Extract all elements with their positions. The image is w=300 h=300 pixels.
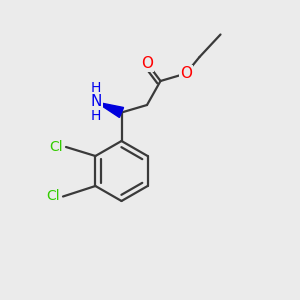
Text: Cl: Cl <box>46 190 60 203</box>
Text: H: H <box>91 109 101 122</box>
Polygon shape <box>96 102 124 118</box>
Text: O: O <box>141 56 153 70</box>
Text: Cl: Cl <box>50 140 63 154</box>
Text: H: H <box>91 82 101 95</box>
Text: O: O <box>180 66 192 81</box>
Text: N: N <box>90 94 102 110</box>
